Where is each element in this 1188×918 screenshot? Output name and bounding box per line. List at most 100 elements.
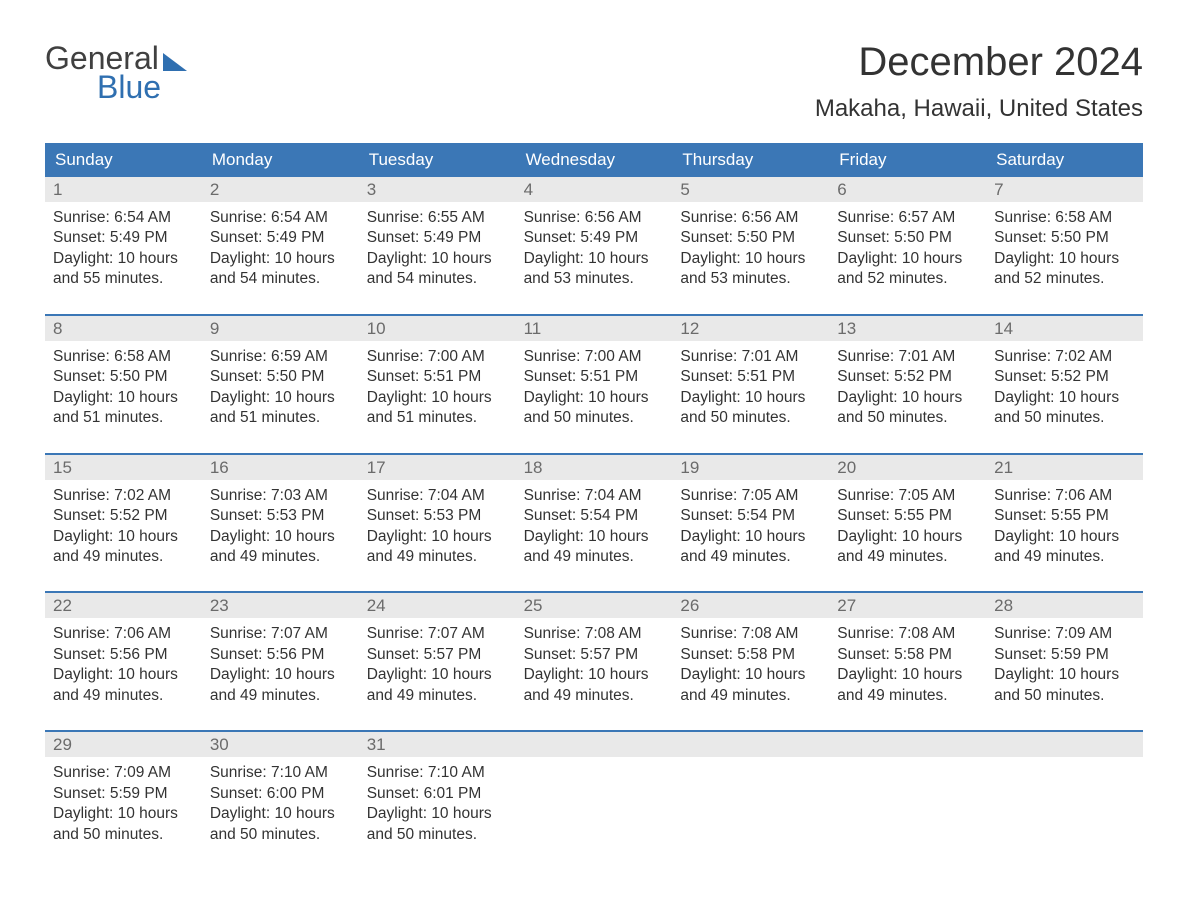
daylight-text: Daylight: 10 hours <box>210 804 351 824</box>
daylight-text: and 50 minutes. <box>994 686 1135 706</box>
day-cell: Sunrise: 7:04 AMSunset: 5:54 PMDaylight:… <box>516 480 673 576</box>
sunrise-text: Sunrise: 6:58 AM <box>53 347 194 367</box>
calendar-week: 293031Sunrise: 7:09 AMSunset: 5:59 PMDay… <box>45 730 1143 853</box>
sunrise-text: Sunrise: 7:10 AM <box>210 763 351 783</box>
daylight-text: and 49 minutes. <box>837 686 978 706</box>
daylight-text: and 55 minutes. <box>53 269 194 289</box>
sunrise-text: Sunrise: 6:59 AM <box>210 347 351 367</box>
day-number: 23 <box>202 593 359 618</box>
day-cell: Sunrise: 6:57 AMSunset: 5:50 PMDaylight:… <box>829 202 986 298</box>
sunrise-text: Sunrise: 7:07 AM <box>367 624 508 644</box>
day-number: 24 <box>359 593 516 618</box>
title-block: December 2024 Makaha, Hawaii, United Sta… <box>815 40 1143 123</box>
day-cell: Sunrise: 6:56 AMSunset: 5:49 PMDaylight:… <box>516 202 673 298</box>
daylight-text: and 49 minutes. <box>524 686 665 706</box>
sunrise-text: Sunrise: 7:04 AM <box>367 486 508 506</box>
daylight-text: Daylight: 10 hours <box>367 388 508 408</box>
day-cell: Sunrise: 7:06 AMSunset: 5:55 PMDaylight:… <box>986 480 1143 576</box>
sunset-text: Sunset: 5:51 PM <box>680 367 821 387</box>
sunset-text: Sunset: 5:55 PM <box>837 506 978 526</box>
day-cell: Sunrise: 7:05 AMSunset: 5:54 PMDaylight:… <box>672 480 829 576</box>
sunset-text: Sunset: 5:50 PM <box>837 228 978 248</box>
daylight-text: Daylight: 10 hours <box>837 665 978 685</box>
day-number: 14 <box>986 316 1143 341</box>
sunrise-text: Sunrise: 7:08 AM <box>680 624 821 644</box>
sunrise-text: Sunrise: 7:10 AM <box>367 763 508 783</box>
daylight-text: Daylight: 10 hours <box>994 665 1135 685</box>
day-cell: Sunrise: 7:09 AMSunset: 5:59 PMDaylight:… <box>986 618 1143 714</box>
day-cell: Sunrise: 7:08 AMSunset: 5:58 PMDaylight:… <box>672 618 829 714</box>
sunset-text: Sunset: 5:55 PM <box>994 506 1135 526</box>
daylight-text: and 53 minutes. <box>680 269 821 289</box>
sunset-text: Sunset: 5:52 PM <box>837 367 978 387</box>
day-number: 10 <box>359 316 516 341</box>
daylight-text: and 50 minutes. <box>524 408 665 428</box>
sunrise-text: Sunrise: 6:56 AM <box>680 208 821 228</box>
day-cell: Sunrise: 7:07 AMSunset: 5:56 PMDaylight:… <box>202 618 359 714</box>
day-cell <box>672 757 829 853</box>
day-cell: Sunrise: 6:54 AMSunset: 5:49 PMDaylight:… <box>45 202 202 298</box>
sunset-text: Sunset: 5:49 PM <box>367 228 508 248</box>
daylight-text: Daylight: 10 hours <box>210 249 351 269</box>
sunrise-text: Sunrise: 7:05 AM <box>680 486 821 506</box>
day-cell: Sunrise: 6:58 AMSunset: 5:50 PMDaylight:… <box>986 202 1143 298</box>
day-cell: Sunrise: 7:00 AMSunset: 5:51 PMDaylight:… <box>516 341 673 437</box>
daylight-text: Daylight: 10 hours <box>524 527 665 547</box>
day-cell: Sunrise: 7:07 AMSunset: 5:57 PMDaylight:… <box>359 618 516 714</box>
sunrise-text: Sunrise: 7:04 AM <box>524 486 665 506</box>
daylight-text: Daylight: 10 hours <box>53 527 194 547</box>
day-cell: Sunrise: 7:01 AMSunset: 5:51 PMDaylight:… <box>672 341 829 437</box>
day-cell: Sunrise: 7:01 AMSunset: 5:52 PMDaylight:… <box>829 341 986 437</box>
daylight-text: and 49 minutes. <box>367 547 508 567</box>
day-cell: Sunrise: 6:54 AMSunset: 5:49 PMDaylight:… <box>202 202 359 298</box>
daylight-text: Daylight: 10 hours <box>210 527 351 547</box>
daylight-text: and 52 minutes. <box>994 269 1135 289</box>
dow-label: Friday <box>829 143 986 177</box>
day-number: 1 <box>45 177 202 202</box>
sunset-text: Sunset: 5:49 PM <box>53 228 194 248</box>
sunset-text: Sunset: 5:56 PM <box>210 645 351 665</box>
day-number: 22 <box>45 593 202 618</box>
calendar-week: 15161718192021Sunrise: 7:02 AMSunset: 5:… <box>45 453 1143 576</box>
daylight-text: and 49 minutes. <box>994 547 1135 567</box>
day-number: 3 <box>359 177 516 202</box>
sunset-text: Sunset: 5:54 PM <box>524 506 665 526</box>
daylight-text: and 54 minutes. <box>367 269 508 289</box>
calendar-week: 22232425262728Sunrise: 7:06 AMSunset: 5:… <box>45 591 1143 714</box>
dow-label: Wednesday <box>516 143 673 177</box>
daylight-text: and 49 minutes. <box>367 686 508 706</box>
day-number: 31 <box>359 732 516 757</box>
daylight-text: and 49 minutes. <box>680 686 821 706</box>
day-number-row: 293031 <box>45 732 1143 757</box>
day-number: 27 <box>829 593 986 618</box>
daylight-text: Daylight: 10 hours <box>53 388 194 408</box>
day-number: 20 <box>829 455 986 480</box>
day-cell: Sunrise: 7:03 AMSunset: 5:53 PMDaylight:… <box>202 480 359 576</box>
day-of-week-header: SundayMondayTuesdayWednesdayThursdayFrid… <box>45 143 1143 177</box>
daylight-text: Daylight: 10 hours <box>53 665 194 685</box>
sunrise-text: Sunrise: 6:55 AM <box>367 208 508 228</box>
daylight-text: and 49 minutes. <box>210 547 351 567</box>
sunset-text: Sunset: 5:51 PM <box>524 367 665 387</box>
daylight-text: and 49 minutes. <box>837 547 978 567</box>
day-number: 13 <box>829 316 986 341</box>
sunrise-text: Sunrise: 7:08 AM <box>524 624 665 644</box>
sunset-text: Sunset: 5:57 PM <box>524 645 665 665</box>
day-cell: Sunrise: 7:05 AMSunset: 5:55 PMDaylight:… <box>829 480 986 576</box>
daylight-text: and 49 minutes. <box>53 686 194 706</box>
day-number <box>829 732 986 757</box>
daylight-text: and 53 minutes. <box>524 269 665 289</box>
day-number <box>672 732 829 757</box>
sunrise-text: Sunrise: 7:08 AM <box>837 624 978 644</box>
header: General Blue December 2024 Makaha, Hawai… <box>45 40 1143 123</box>
daylight-text: and 50 minutes. <box>367 825 508 845</box>
daylight-text: and 49 minutes. <box>53 547 194 567</box>
sunset-text: Sunset: 5:49 PM <box>524 228 665 248</box>
sunset-text: Sunset: 6:00 PM <box>210 784 351 804</box>
sunrise-text: Sunrise: 7:09 AM <box>994 624 1135 644</box>
day-number: 18 <box>516 455 673 480</box>
calendar: SundayMondayTuesdayWednesdayThursdayFrid… <box>45 143 1143 853</box>
sunset-text: Sunset: 5:52 PM <box>53 506 194 526</box>
sunrise-text: Sunrise: 7:01 AM <box>680 347 821 367</box>
month-title: December 2024 <box>815 40 1143 85</box>
